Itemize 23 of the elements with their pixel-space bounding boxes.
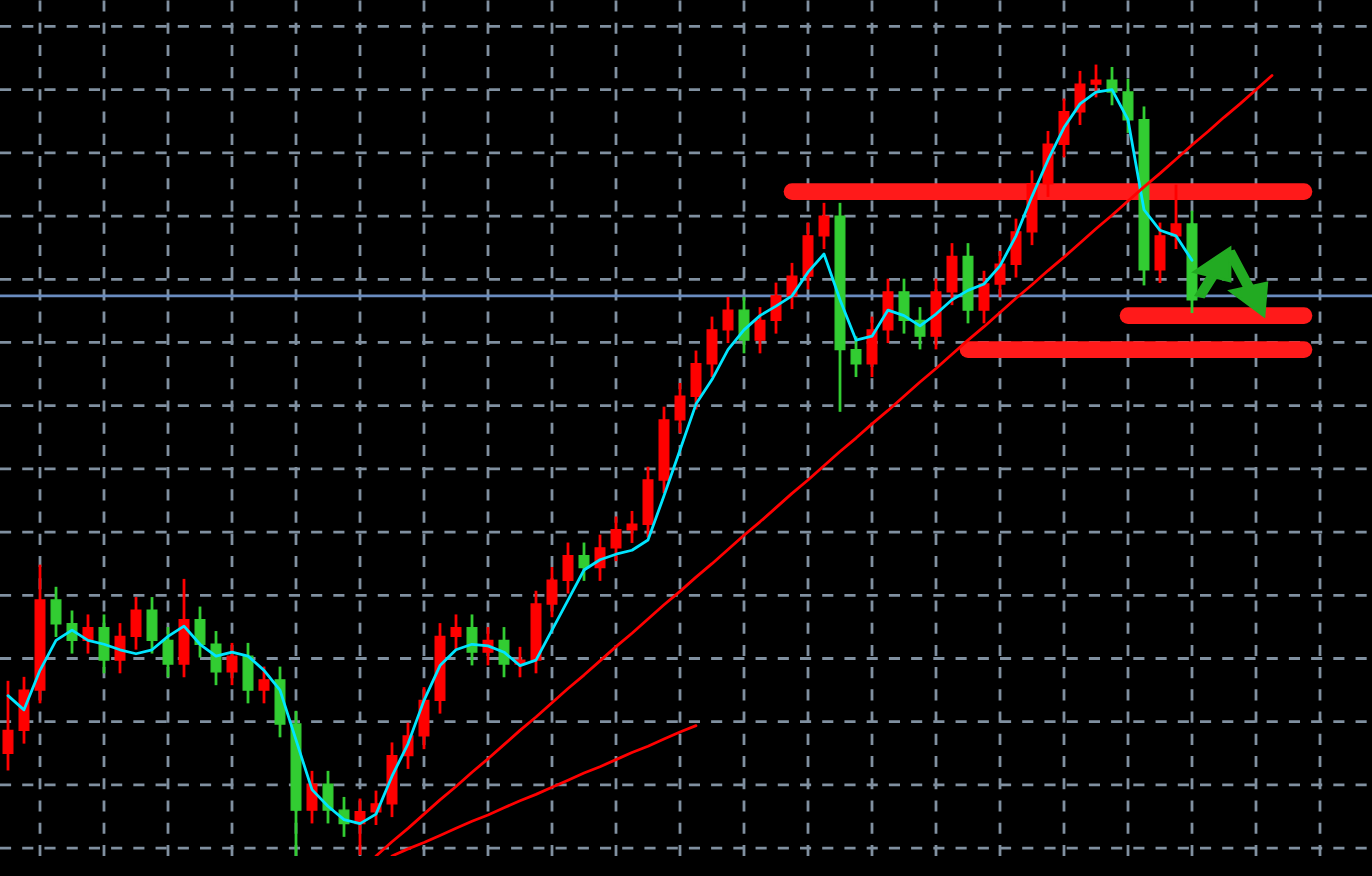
candlestick — [754, 307, 766, 354]
candlestick — [626, 510, 638, 543]
candlestick — [162, 627, 174, 678]
candlestick — [562, 542, 574, 594]
candlestick — [706, 316, 718, 378]
candlestick — [1154, 222, 1166, 284]
candlestick — [226, 642, 238, 686]
candlestick — [1090, 64, 1102, 98]
candlestick — [130, 597, 142, 650]
candlestick — [674, 382, 686, 434]
candlestick — [690, 350, 702, 410]
candlestick — [850, 336, 862, 378]
candlestick — [2, 680, 14, 771]
candlestick — [546, 567, 558, 618]
candlestick — [642, 466, 654, 538]
candlestick — [610, 516, 622, 562]
candlestick — [722, 296, 734, 344]
candlestick — [50, 586, 62, 637]
candlestick — [450, 614, 462, 650]
candlestick — [258, 666, 270, 704]
candlestick — [818, 202, 830, 250]
candlestick — [146, 597, 158, 654]
candlestick — [946, 243, 958, 306]
